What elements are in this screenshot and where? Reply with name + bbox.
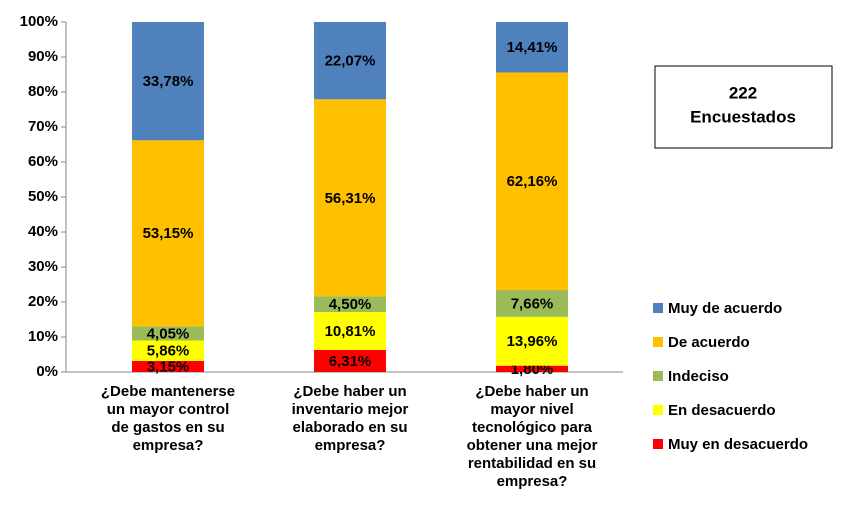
bar-segment — [314, 349, 386, 372]
y-tick-label: 100% — [20, 13, 58, 30]
data-label: 53,15% — [143, 225, 194, 242]
y-tick-label: 90% — [28, 48, 58, 65]
legend-label: En desacuerdo — [668, 402, 776, 419]
legend-label: Indeciso — [668, 368, 729, 385]
data-label: 6,31% — [329, 353, 372, 370]
x-tick-label: ¿Debe mantenerse un mayor control de gasto… — [101, 383, 235, 454]
y-tick-label: 30% — [28, 258, 58, 275]
legend-label: De acuerdo — [668, 334, 750, 351]
y-tick-label: 50% — [28, 188, 58, 205]
bar-segment — [314, 22, 386, 100]
legend-swatch — [653, 303, 663, 313]
bar-segment — [132, 340, 204, 361]
data-label: 3,15% — [147, 358, 190, 375]
y-tick-label: 40% — [28, 223, 58, 240]
annotation: 222 — [729, 83, 757, 102]
data-label: 4,05% — [147, 325, 190, 342]
y-tick-label: 20% — [28, 293, 58, 310]
legend-label: Muy de acuerdo — [668, 300, 782, 317]
data-label: 33,78% — [143, 73, 194, 90]
bar-segment — [132, 22, 204, 141]
y-tick-label: 10% — [28, 328, 58, 345]
data-label: 7,66% — [511, 295, 554, 312]
legend-swatch — [653, 337, 663, 347]
bar-segment — [496, 22, 568, 73]
legend-swatch — [653, 405, 663, 415]
y-tick-label: 80% — [28, 83, 58, 100]
annotation-box — [654, 65, 833, 149]
x-tick-label: ¿Debe haber un mayor nivel tecnológico par… — [467, 383, 598, 490]
legend-label: Muy en desacuerdo — [668, 436, 808, 453]
bar-segment — [132, 360, 204, 372]
bar-segment — [314, 99, 386, 297]
data-label: 22,07% — [325, 53, 376, 70]
data-label: 56,31% — [325, 190, 376, 207]
legend-swatch — [653, 371, 663, 381]
bar-segment — [496, 290, 568, 317]
bar-segment — [314, 312, 386, 350]
data-label: 4,50% — [329, 296, 372, 313]
data-label: 13,96% — [507, 333, 558, 350]
annotation: Encuestados — [690, 107, 796, 126]
data-label: 14,41% — [507, 39, 558, 56]
y-tick-label: 60% — [28, 153, 58, 170]
legend-swatch — [653, 439, 663, 449]
bar-segment — [314, 296, 386, 313]
y-tick-label: 70% — [28, 118, 58, 135]
x-tick-label: ¿Debe haber un inventario mejor elaborado … — [292, 383, 409, 454]
bar-segment — [496, 72, 568, 291]
bar-segment — [132, 326, 204, 341]
bar-segment — [496, 365, 568, 372]
data-label: 10,81% — [325, 323, 376, 340]
data-label: 62,16% — [507, 173, 558, 190]
y-tick-label: 0% — [36, 363, 58, 380]
data-label: 5,86% — [147, 343, 190, 360]
bar-segment — [132, 140, 204, 327]
bar-segment — [496, 316, 568, 366]
